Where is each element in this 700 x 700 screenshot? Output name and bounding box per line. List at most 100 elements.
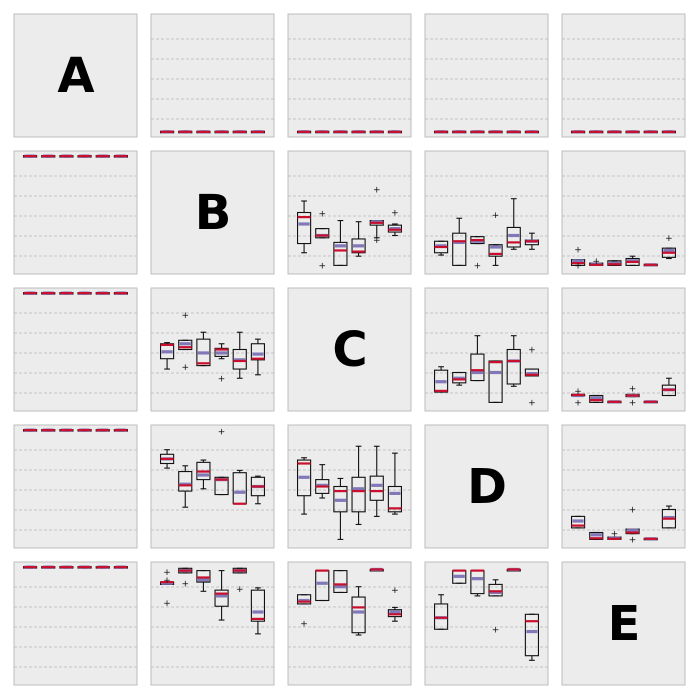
box-1 [452, 217, 467, 266]
box-body [506, 226, 521, 248]
panel-2-2 [287, 287, 412, 412]
panel-3-2 [287, 424, 412, 549]
box-body [607, 260, 622, 266]
box-body [214, 589, 229, 607]
box-body [296, 459, 312, 497]
box-0 [159, 342, 175, 370]
box-0: +++ [159, 568, 175, 609]
box-4 [95, 565, 110, 569]
box-2 [470, 335, 485, 382]
box-0 [433, 240, 449, 256]
box-5 [113, 565, 129, 569]
box-body [387, 224, 403, 233]
panel-0-2 [287, 13, 412, 138]
box-4 [643, 537, 658, 541]
box-2 [333, 130, 348, 134]
box-3 [351, 586, 366, 636]
box-3 [351, 221, 366, 257]
box-2 [607, 260, 622, 266]
flier-point: + [163, 568, 171, 578]
box-3: + [214, 427, 229, 496]
panel-cells: +++++++++ ++++++++++++++++++ +++++ [13, 13, 686, 686]
panel-background [424, 150, 549, 275]
box-4 [232, 130, 247, 134]
box-body [351, 476, 366, 513]
box-body [524, 613, 540, 657]
box-4 [369, 130, 384, 134]
flier-point: + [528, 398, 536, 408]
box-1 [452, 371, 467, 386]
panel-background [13, 287, 138, 412]
flier-point: + [181, 311, 189, 321]
box-2 [470, 569, 485, 597]
diagonal-labels: A B C D E [57, 48, 640, 652]
box-3 [77, 428, 92, 432]
box-4 [369, 567, 384, 572]
box-2 [333, 220, 348, 266]
box-body [315, 228, 330, 239]
box-5 [524, 232, 540, 250]
panel-background [287, 287, 412, 412]
box-0 [22, 565, 38, 569]
box-0 [433, 130, 449, 134]
box-5 [661, 505, 677, 529]
box-body [333, 485, 348, 513]
box-5 [524, 613, 540, 661]
box-0 [433, 594, 449, 630]
box-3 [77, 291, 92, 295]
box-3 [351, 445, 366, 526]
panel-4-0 [13, 561, 138, 686]
box-0: ++ [570, 387, 586, 408]
box-body [196, 338, 211, 367]
panel-background [13, 13, 138, 138]
flier-point: + [665, 234, 673, 244]
panel-1-3: ++ [424, 150, 549, 275]
flier-point: + [218, 374, 226, 384]
panel-2-4: ++++ [561, 287, 686, 412]
flier-point: + [163, 576, 171, 586]
flier-point: + [391, 586, 399, 596]
box-1: + [178, 567, 193, 589]
box-2 [59, 428, 74, 432]
box-2 [333, 570, 348, 594]
diagonal-label-d: D [467, 459, 507, 515]
box-body [333, 241, 348, 266]
box-body [351, 596, 366, 634]
box-body [369, 475, 384, 501]
box-0: ++ [570, 245, 586, 271]
box-5: + [387, 209, 403, 237]
box-3 [214, 130, 229, 134]
box-body [570, 515, 586, 529]
box-1 [41, 565, 56, 569]
box-0 [159, 130, 175, 134]
box-body [214, 347, 229, 357]
box-3 [488, 130, 503, 134]
box-body [296, 594, 312, 605]
box-1: ++ [315, 210, 330, 271]
box-body [232, 348, 247, 370]
flier-point: + [492, 625, 500, 635]
box-2 [333, 477, 348, 540]
flier-point: + [391, 209, 399, 219]
box-5: ++ [524, 346, 540, 408]
box-3 [214, 570, 229, 621]
box-3 [488, 360, 503, 403]
flier-point: + [373, 236, 381, 246]
panel-background [561, 561, 686, 686]
box-5 [113, 428, 129, 432]
box-2 [196, 459, 211, 490]
flier-point: + [318, 261, 326, 271]
box-0 [433, 366, 449, 393]
panel-4-2: ++ [287, 561, 412, 686]
box-0 [296, 457, 312, 515]
panel-1-4: ++ ++ [561, 150, 686, 275]
box-body [214, 476, 229, 496]
panel-background [561, 424, 686, 549]
panel-background [13, 150, 138, 275]
box-5 [524, 130, 540, 134]
box-body [250, 589, 266, 622]
flier-point: + [318, 210, 326, 220]
flier-point: + [474, 261, 482, 271]
box-5 [661, 377, 677, 397]
box-3 [77, 154, 92, 158]
